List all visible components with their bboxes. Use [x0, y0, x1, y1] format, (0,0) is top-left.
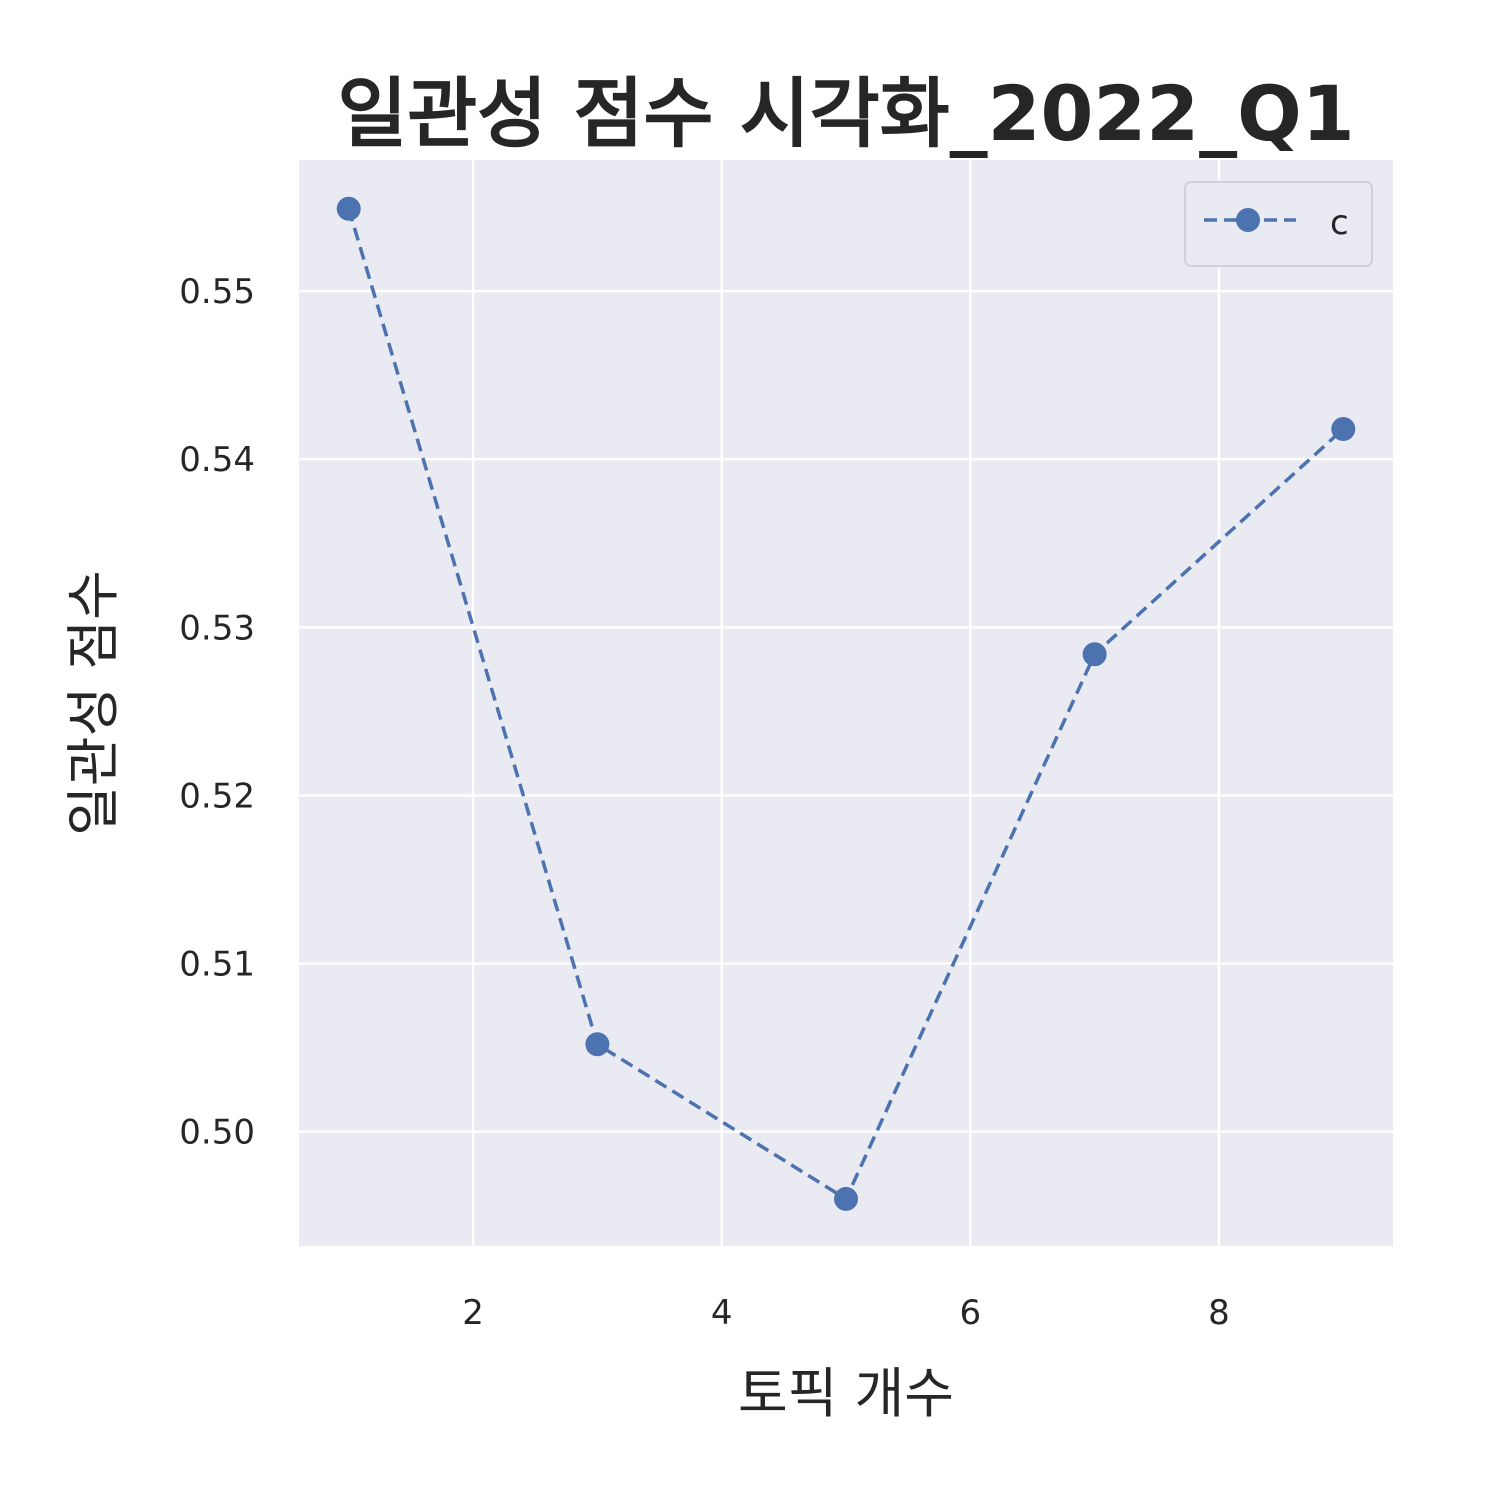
x-axis-label: 토픽 개수	[738, 1362, 954, 1425]
x-tick-labels: 2 4 6 8	[462, 1293, 1230, 1333]
data-point	[1331, 416, 1356, 441]
legend-label: c	[1330, 203, 1349, 243]
data-point	[1082, 642, 1107, 667]
y-tick-label: 0.55	[179, 272, 255, 312]
y-tick-label: 0.54	[179, 440, 255, 480]
x-tick-label: 4	[711, 1293, 733, 1333]
data-point	[336, 196, 361, 221]
y-tick-label: 0.52	[179, 776, 255, 816]
x-tick-label: 2	[462, 1293, 484, 1333]
grid	[299, 160, 1393, 1246]
series-group	[336, 196, 1356, 1211]
legend-box	[1184, 181, 1373, 267]
x-tick-label: 8	[1208, 1293, 1230, 1333]
legend: c	[1184, 181, 1373, 267]
data-point	[585, 1032, 610, 1057]
y-tick-label: 0.53	[179, 608, 255, 648]
y-tick-label: 0.50	[179, 1113, 255, 1153]
y-axis-label: 일관성 점수	[62, 570, 125, 836]
x-tick-label: 6	[959, 1293, 981, 1333]
data-point	[834, 1186, 858, 1211]
plot-area	[299, 160, 1393, 1246]
chart-title: 일관성 점수 시각화_2022_Q1	[337, 69, 1354, 158]
y-tick-label: 0.51	[179, 945, 255, 985]
legend-marker	[1236, 208, 1260, 232]
y-tick-labels: 0.50 0.51 0.52 0.53 0.54 0.55	[179, 272, 255, 1153]
